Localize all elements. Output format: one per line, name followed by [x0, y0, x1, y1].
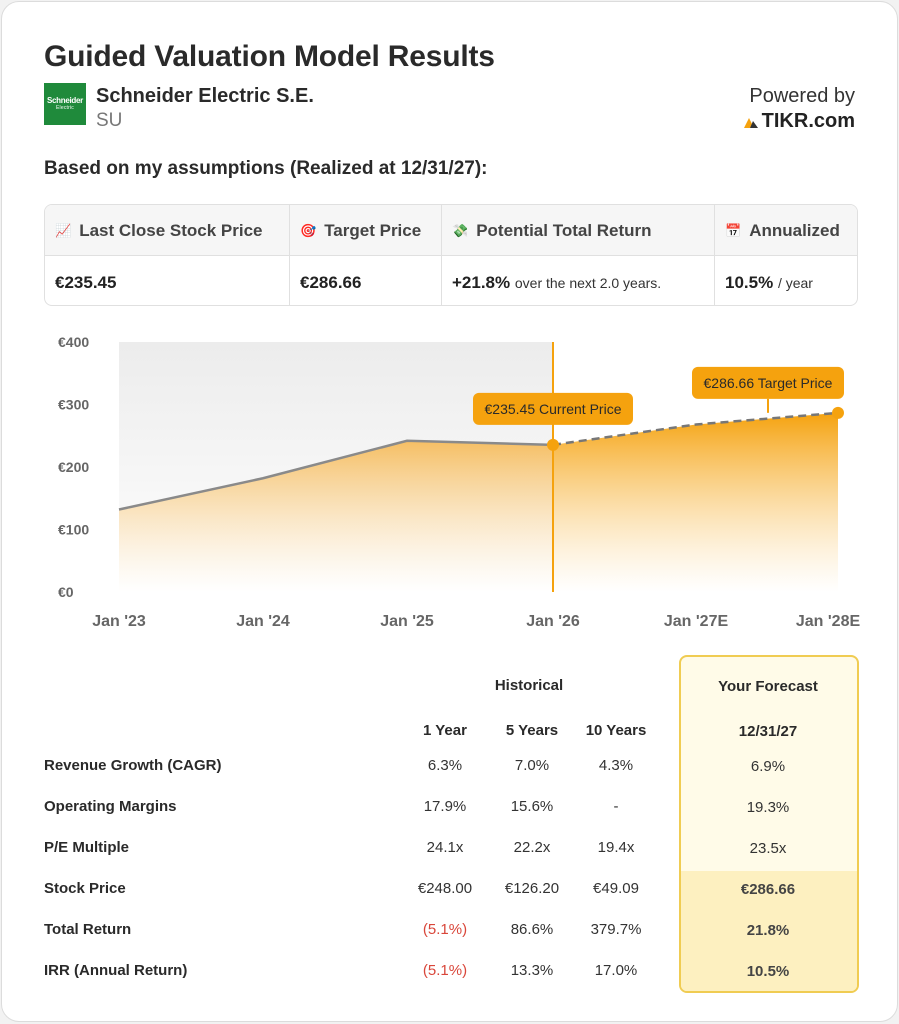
target-price-callout: €286.66 Target Price [704, 375, 833, 391]
annualized-value: 10.5% [725, 273, 774, 292]
table-cell: (5.1%) [422, 962, 468, 979]
forecast-column-box [679, 655, 859, 993]
table-cell: (5.1%) [422, 921, 468, 938]
target-label: Target Price [324, 221, 422, 240]
current-price-callout-bg [473, 392, 633, 425]
x-tick-label: Jan '25 [380, 613, 434, 630]
table-cell: €126.20 [504, 880, 560, 897]
company-logo: Schneider Electric [44, 83, 86, 125]
historical-heading: Historical [494, 677, 564, 694]
historical-line [118, 439, 554, 511]
x-tick-label: Jan '28E [796, 613, 861, 630]
potential-value: +21.8% [452, 273, 511, 292]
row-label: IRR (Annual Return) [44, 962, 188, 979]
table-cell: 17.0% [594, 962, 638, 979]
row-label: Revenue Growth (CAGR) [44, 757, 222, 774]
table-cell: 379.7% [590, 921, 642, 938]
last-close-value: €235.45 [55, 273, 117, 292]
logo-line2: Electric [56, 105, 74, 111]
annualized-sub: / year [777, 275, 813, 291]
forecast-cell: 23.5x [749, 840, 787, 857]
table-cell: 7.0% [514, 757, 550, 774]
table-cell: 19.4x [597, 839, 635, 856]
target-icon: 🎯 [300, 223, 317, 238]
current-price-callout: €235.45 Current Price [485, 401, 622, 417]
y-tick-label: €200 [58, 459, 89, 475]
x-tick-label: Jan '27E [664, 613, 729, 630]
y-tick-label: €0 [58, 584, 74, 600]
table-cell: 13.3% [510, 962, 554, 979]
powered-by-label: Powered by [749, 85, 855, 107]
potential-sub: over the next 2.0 years. [514, 275, 662, 291]
annualized-label: Annualized [749, 221, 840, 240]
forecast-heading: Your Forecast [718, 678, 818, 695]
row-label: Stock Price [44, 880, 126, 897]
money-icon: 💸 [452, 223, 469, 238]
summary-col-last-close: 📈 Last Close Stock Price €235.45 [45, 205, 290, 305]
metrics-table: Historical Your Forecast 1 Year 5 Years 10 Y… [2, 652, 899, 1002]
page-title: Guided Valuation Model Results [44, 40, 495, 73]
summary-col-annualized: 📅 Annualized 10.5% / year [715, 205, 857, 305]
column-header: 5 Years [505, 722, 559, 739]
table-cell: 17.9% [423, 798, 467, 815]
forecast-area [553, 412, 838, 592]
forecast-date-header: 12/31/27 [738, 723, 798, 740]
price-chart: €0 €100 €200 €300 €400 Jan '23 Jan '24 Jan '25 J… [58, 334, 861, 630]
y-tick-label: €400 [58, 334, 89, 350]
row-label: Operating Margins [44, 798, 177, 815]
tikr-brand-text: TIKR.com [761, 110, 855, 132]
target-price-point [832, 406, 844, 419]
y-tick-label: €100 [58, 522, 89, 538]
row-label: Total Return [44, 921, 132, 938]
historical-area [119, 440, 553, 592]
potential-label: Potential Total Return [476, 221, 652, 240]
company-name: Schneider Electric S.E. [96, 85, 314, 107]
target-value: €286.66 [300, 273, 362, 292]
current-price-point [547, 438, 559, 451]
column-header: 10 Years [585, 722, 647, 739]
chart-up-icon: 📈 [55, 223, 72, 238]
table-cell: 15.6% [510, 798, 554, 815]
forecast-cell: 10.5% [746, 963, 790, 980]
table-cell: 6.3% [427, 757, 463, 774]
table-cell: - [613, 798, 619, 815]
x-tick-label: Jan '24 [236, 613, 290, 630]
logo-line1: Schneider [47, 96, 83, 105]
summary-col-potential: 💸 Potential Total Return +21.8% over the … [442, 205, 715, 305]
table-cell: €248.00 [417, 880, 473, 897]
table-cell: 22.2x [513, 839, 551, 856]
x-tick-label: Jan '26 [526, 613, 580, 630]
y-tick-label: €300 [58, 397, 89, 413]
forecast-cell: €286.66 [740, 881, 796, 898]
forecast-cell: 21.8% [746, 922, 790, 939]
table-cell: 86.6% [510, 921, 554, 938]
forecast-line [552, 411, 839, 447]
company-ticker: SU [96, 110, 123, 131]
forecast-cell: 19.3% [746, 799, 790, 816]
summary-col-target: 🎯 Target Price €286.66 [290, 205, 442, 305]
target-price-callout-bg [692, 366, 844, 399]
table-cell: 4.3% [598, 757, 634, 774]
tikr-logo-icon [743, 117, 758, 128]
tikr-brand[interactable]: TIKR.com [743, 110, 855, 133]
last-close-label: Last Close Stock Price [79, 221, 263, 240]
assumptions-heading: Based on my assumptions (Realized at 12/… [44, 158, 488, 179]
calendar-icon: 📅 [725, 223, 742, 238]
x-tick-label: Jan '23 [92, 613, 146, 630]
forecast-highlight [681, 871, 857, 991]
summary-header-row [45, 205, 857, 256]
forecast-cell: 6.9% [750, 758, 786, 775]
table-cell: 24.1x [426, 839, 464, 856]
row-label: P/E Multiple [44, 839, 130, 856]
table-cell: €49.09 [593, 880, 639, 897]
summary-table: 📈 Last Close Stock Price €235.45 🎯 Target … [44, 204, 858, 306]
column-header: 1 Year [423, 722, 467, 739]
